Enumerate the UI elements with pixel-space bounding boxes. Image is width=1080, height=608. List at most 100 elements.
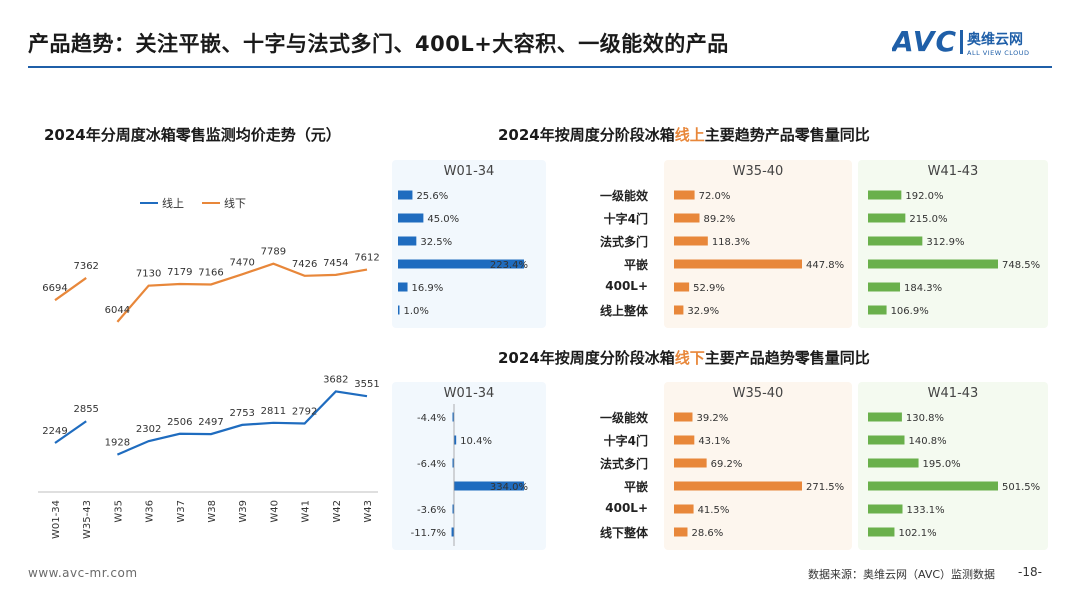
data-label-offline: 7130: [136, 269, 161, 280]
x-tick-label: W37: [176, 500, 187, 523]
offline-bar: [452, 412, 454, 422]
online-category-label: 400L+: [605, 279, 648, 293]
offline-bar-value-label: 10.4%: [460, 436, 492, 447]
online-bar: [868, 190, 902, 200]
offline-bar: [454, 435, 457, 445]
online-bar: [868, 282, 901, 292]
data-label-offline: 7166: [198, 267, 223, 278]
data-label-online: 2302: [136, 424, 161, 435]
online-bar-value-label: 215.0%: [909, 214, 947, 225]
online-bar: [868, 305, 887, 315]
online-bar-value-label: 72.0%: [699, 191, 731, 202]
data-label-offline: 7179: [167, 267, 192, 278]
data-label-online: 2855: [73, 404, 98, 415]
online-bar-value-label: 32.9%: [687, 306, 719, 317]
x-tick-label: W01-34: [51, 500, 62, 539]
online-bars-w41-43: 192.0% 215.0% 312.9% 748.5% 184.3% 106.9%: [868, 190, 1040, 317]
offline-bar-value-label: 140.8%: [908, 436, 946, 447]
offline-bar: [452, 504, 454, 514]
online-title-highlight: 线上: [674, 126, 705, 144]
x-tick-label: W35: [113, 500, 124, 523]
legend-online-swatch: [140, 202, 158, 204]
offline-bar: [674, 412, 693, 422]
offline-bar: [868, 527, 895, 537]
line-online-segment-1: [116, 390, 368, 456]
online-bar: [398, 190, 413, 200]
online-bars-w01-34: 25.6% 45.0% 32.5% 223.4% 16.9% 1.0%: [398, 190, 528, 317]
online-panel-header: W35-40: [732, 164, 784, 179]
line-online-segment-0: [54, 420, 87, 444]
online-bar-value-label: 1.0%: [404, 306, 429, 317]
offline-title-highlight: 线下: [674, 349, 705, 367]
avc-logo-graphic: AVC 奥维云网 ALL VIEW CLOUD: [890, 25, 1029, 58]
online-title-part-3: 主要趋势产品零售量同比: [704, 126, 870, 144]
data-label-offline: 7789: [261, 247, 286, 258]
online-bar: [674, 305, 684, 315]
data-label-offline: 6044: [105, 305, 130, 316]
online-bar-value-label: 184.3%: [904, 283, 942, 294]
x-tick-label: W42: [332, 500, 343, 523]
line-chart-title: 2024年分周度冰箱零售监测均价走势（元）: [44, 126, 341, 144]
offline-bar-value-label: 133.1%: [907, 505, 945, 516]
offline-bar-value-label: 41.5%: [698, 505, 730, 516]
online-bars-w35-40: 72.0% 89.2% 118.3% 447.8% 52.9% 32.9%: [674, 190, 844, 317]
online-bar: [868, 213, 906, 223]
online-category-label: 十字4门: [603, 212, 648, 226]
x-tick-label: W43: [363, 500, 374, 523]
offline-title-part-1: 2024年按周度分阶段冰箱: [498, 349, 675, 367]
offline-bar-chart-title: 2024年按周度分阶段冰箱线下主要产品趋势零售量同比: [498, 347, 870, 368]
offline-category-label: 一级能效: [599, 411, 648, 425]
online-bar: [674, 236, 708, 246]
line-offline-segment-0: [54, 277, 87, 302]
offline-panel-header: W01-34: [443, 386, 495, 401]
offline-panel-header: W35-40: [732, 386, 784, 401]
offline-bar: [674, 435, 695, 445]
online-bar-value-label: 312.9%: [926, 237, 964, 248]
online-bar: [398, 259, 524, 269]
x-tick-label: W39: [238, 500, 249, 523]
online-category-label: 线上整体: [599, 304, 648, 318]
offline-category-label: 法式多门: [599, 457, 648, 471]
offline-bar-value-label: 28.6%: [691, 528, 723, 539]
offline-bars-w35-40: 39.2% 43.1% 69.2% 271.5% 41.5% 28.6%: [674, 412, 844, 539]
offline-bar-value-label: -11.7%: [411, 528, 446, 539]
offline-bar-value-label: 271.5%: [806, 482, 844, 493]
line-chart-legend: 线上 线下: [140, 195, 246, 211]
data-label-offline: 7454: [323, 258, 348, 269]
data-label-online: 1928: [105, 438, 130, 449]
online-bar: [674, 282, 690, 292]
offline-bar-value-label: 334.0%: [490, 482, 528, 493]
avc-logo: AVC 奥维云网 ALL VIEW CLOUD: [890, 24, 1057, 60]
x-tick-label: W35-43: [82, 500, 93, 539]
footer-url: www.avc-mr.com: [28, 566, 138, 580]
online-bar-value-label: 52.9%: [693, 283, 725, 294]
offline-bar-value-label: -3.6%: [417, 505, 446, 516]
offline-bar-value-label: 130.8%: [906, 413, 944, 424]
online-bar: [398, 213, 424, 223]
online-bar-value-label: 106.9%: [891, 306, 929, 317]
data-label-online: 3682: [323, 374, 348, 385]
online-bar: [674, 190, 695, 200]
offline-bar: [868, 481, 998, 491]
data-label-online: 2249: [42, 426, 67, 437]
online-category-label: 法式多门: [599, 235, 648, 249]
offline-bar: [454, 481, 524, 491]
online-bar-chart-title: 2024年按周度分阶段冰箱线上主要趋势产品零售量同比: [498, 124, 870, 145]
offline-bar-value-label: 39.2%: [696, 413, 728, 424]
offline-bars-w41-43: 130.8% 140.8% 195.0% 501.5% 133.1% 102.1%: [868, 412, 1040, 539]
online-bar-value-label: 45.0%: [427, 214, 459, 225]
line-chart: 6694 7362 6044 7130 7179 7166 7470 7789 7426 7454…: [38, 247, 380, 539]
x-tick-label: W36: [145, 500, 156, 523]
offline-bar: [868, 458, 919, 468]
title-divider: [28, 66, 1052, 68]
offline-bar: [674, 527, 688, 537]
footer-source: 数据来源：奥维云网（AVC）监测数据: [808, 568, 996, 581]
offline-bars-w01-34: -4.4% 10.4% -6.4% 334.0% -3.6% -11.7%: [411, 404, 528, 546]
legend-offline-swatch: [202, 202, 220, 204]
data-label-online: 2753: [229, 408, 254, 419]
data-label-offline: 7426: [292, 259, 317, 270]
online-bar-value-label: 32.5%: [420, 237, 452, 248]
offline-category-label: 平嵌: [623, 480, 648, 494]
offline-title-part-3: 主要产品趋势零售量同比: [704, 349, 870, 367]
online-title-part-1: 2024年按周度分阶段冰箱: [498, 126, 675, 144]
